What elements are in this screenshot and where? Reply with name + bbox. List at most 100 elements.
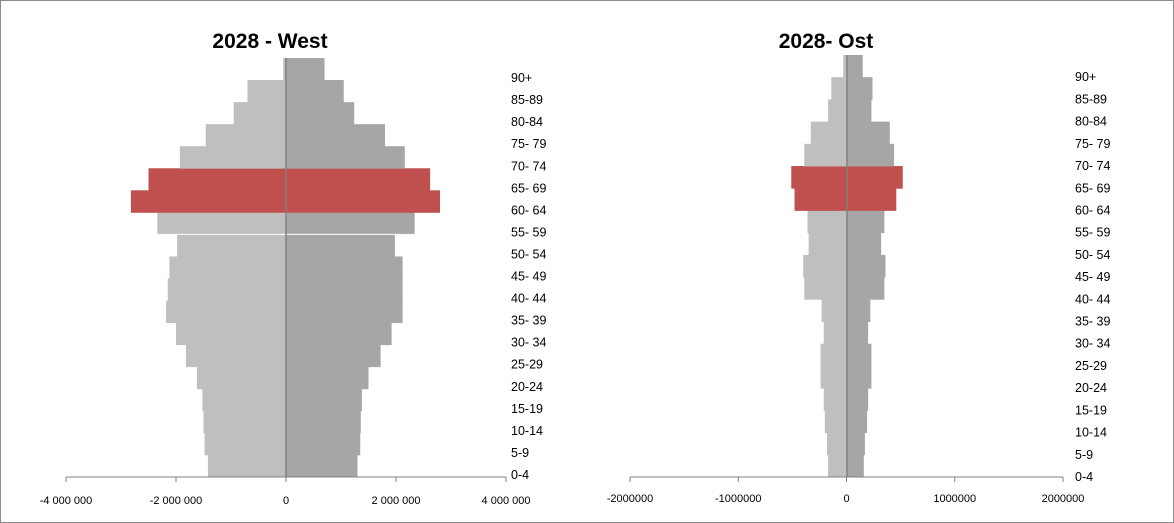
category-label: 60- 64 [511, 203, 546, 217]
bar-right-25-29 [846, 343, 872, 367]
bar-left-30-34 [176, 322, 286, 346]
bar-right-45-49 [286, 256, 403, 279]
x-tick-label: 0 [283, 495, 289, 507]
x-tick-label: -2 000 000 [150, 495, 203, 507]
x-tick-label: 2 000 000 [372, 495, 421, 507]
bar-left-10-14 [824, 410, 847, 433]
category-label: 30- 34 [1075, 337, 1110, 351]
category-label: 85-89 [1075, 92, 1107, 106]
bar-left-25-29 [185, 344, 286, 368]
category-label: 80-84 [511, 115, 543, 129]
bar-left-10-14 [203, 410, 286, 434]
category-label: 75- 79 [1075, 137, 1110, 151]
bar-left-55-59 [157, 212, 286, 235]
bar-right-20-24 [846, 365, 872, 389]
bar-right-15-19 [286, 388, 362, 412]
bar-right-40-44 [286, 278, 403, 301]
bar-right-75-79 [846, 121, 890, 145]
bar-left-40-44 [167, 278, 286, 301]
category-label: 70- 74 [511, 159, 546, 173]
bar-left-35-39 [821, 299, 847, 322]
bar-left-90plus [283, 58, 286, 81]
bar-right-70-74 [286, 146, 405, 169]
category-label: 85-89 [511, 93, 543, 107]
bar-right-0-4 [286, 454, 358, 478]
bar-left-20-24 [820, 365, 847, 389]
category-label: 20-24 [511, 380, 543, 394]
category-label: 20-24 [1075, 381, 1107, 395]
category-label: 75- 79 [511, 137, 546, 151]
category-label: 50- 54 [511, 247, 546, 261]
bar-right-25-29 [286, 344, 381, 368]
bar-right-40-44 [846, 277, 885, 300]
bar-right-20-24 [286, 366, 369, 390]
bar-right-10-14 [846, 410, 868, 433]
bar-right-65-69 [846, 166, 903, 189]
bar-right-30-34 [286, 322, 392, 346]
bar-right-60-64 [846, 188, 897, 211]
bar-left-50-54 [808, 232, 847, 256]
x-tick-label: 1000000 [933, 493, 976, 505]
bar-right-30-34 [846, 321, 869, 345]
chart-title: 2028 - West [212, 30, 327, 53]
bar-left-75-79 [205, 124, 286, 147]
category-label: 70- 74 [1075, 159, 1110, 173]
bar-right-85-89 [846, 77, 873, 100]
bar-left-75-79 [810, 121, 847, 145]
category-label: 0-4 [511, 468, 529, 482]
category-label: 5-9 [511, 446, 529, 460]
pyramid-chart-2: -2000000 -1000000 0 1000000 2000000 0-4 5-9 10-… [607, 30, 1111, 505]
category-label: 90+ [511, 71, 532, 85]
bar-left-90plus [843, 55, 847, 78]
x-tick-label: 2000000 [1042, 493, 1085, 505]
category-label: 50- 54 [1075, 248, 1110, 262]
bar-left-60-64 [130, 190, 286, 213]
bar-left-80-84 [828, 99, 847, 123]
bar-right-55-59 [846, 210, 885, 234]
bar-right-80-84 [286, 102, 355, 125]
bar-left-85-89 [247, 80, 286, 103]
category-label: 10-14 [1075, 426, 1107, 440]
category-label: 45- 49 [1075, 270, 1110, 284]
bar-right-35-39 [286, 300, 403, 324]
x-tick-label: -2000000 [607, 493, 654, 505]
bar-right-10-14 [286, 410, 361, 434]
bar-left-70-74 [804, 143, 847, 167]
category-label: 10-14 [511, 424, 543, 438]
bar-left-85-89 [831, 77, 847, 100]
bar-left-15-19 [202, 388, 286, 412]
category-label: 35- 39 [1075, 315, 1110, 329]
x-tick-label: 0 [843, 493, 849, 505]
bar-right-45-49 [846, 254, 886, 278]
bar-left-70-74 [179, 146, 286, 169]
category-label: 5-9 [1075, 448, 1093, 462]
bar-left-65-69 [148, 168, 286, 191]
bar-right-50-54 [846, 232, 882, 256]
category-label: 30- 34 [511, 336, 546, 350]
category-label: 35- 39 [511, 314, 546, 328]
bar-right-35-39 [846, 299, 871, 322]
x-tick-label: -1000000 [715, 493, 762, 505]
bar-right-60-64 [286, 190, 440, 213]
bar-left-60-64 [794, 188, 847, 211]
bar-left-55-59 [807, 210, 847, 234]
category-label: 25-29 [1075, 359, 1107, 373]
bar-right-55-59 [286, 212, 415, 235]
chart-title: 2028- Ost [779, 30, 874, 53]
x-tick-label: 4 000 000 [482, 495, 531, 507]
bar-right-70-74 [846, 143, 895, 167]
bar-right-5-9 [286, 432, 361, 456]
bar-left-5-9 [204, 432, 286, 456]
category-label: 80-84 [1075, 115, 1107, 129]
category-label: 65- 69 [511, 181, 546, 195]
category-label: 15-19 [1075, 403, 1107, 417]
bar-left-20-24 [196, 366, 286, 390]
category-label: 0-4 [1075, 470, 1093, 484]
bar-left-30-34 [823, 321, 847, 345]
bar-left-25-29 [820, 343, 847, 367]
pyramid-chart-1: -4 000 000 -2 000 000 0 2 000 000 4 000 000 0… [40, 30, 547, 507]
category-label: 60- 64 [1075, 203, 1110, 217]
x-tick-label: -4 000 000 [40, 495, 93, 507]
bar-left-0-4 [207, 454, 286, 478]
